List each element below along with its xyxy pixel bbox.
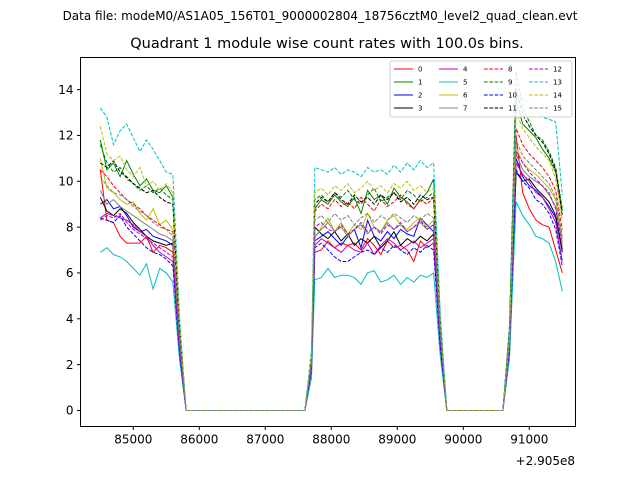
y-axis: 0 2 4 6 8 10 12 14 <box>58 83 81 418</box>
y-tick-label: 0 <box>66 404 74 418</box>
legend-label-2: 2 <box>418 92 422 100</box>
legend-label-6: 6 <box>463 92 468 100</box>
x-tick-label: 90000 <box>444 433 482 447</box>
legend-label-13: 13 <box>553 79 562 87</box>
plot-area <box>80 57 576 427</box>
legend-label-0: 0 <box>418 66 422 74</box>
series-15-line <box>99 139 563 411</box>
legend-label-11: 11 <box>508 105 517 113</box>
x-axis-offset-label: +2.905e8 <box>516 454 575 468</box>
legend-box <box>389 60 573 118</box>
x-tick-label: 88000 <box>312 433 350 447</box>
legend-label-14: 14 <box>553 92 562 100</box>
legend-label-1: 1 <box>418 79 422 87</box>
x-tick-label: 86000 <box>180 433 218 447</box>
legend-label-5: 5 <box>463 79 467 87</box>
chart-title: Quadrant 1 module wise count rates with … <box>130 36 524 52</box>
y-tick-label: 12 <box>58 129 73 143</box>
x-axis: 85000 86000 87000 88000 89000 90000 91000 <box>114 426 548 447</box>
y-tick-label: 6 <box>66 266 74 280</box>
plot-frame <box>80 57 576 427</box>
y-tick-label: 10 <box>58 174 73 188</box>
legend-label-7: 7 <box>463 105 467 113</box>
legend-label-12: 12 <box>553 66 562 74</box>
x-tick-label: 85000 <box>114 433 152 447</box>
y-tick-label: 8 <box>66 220 74 234</box>
x-tick-label: 91000 <box>510 433 548 447</box>
series-11-line <box>100 89 563 411</box>
y-tick-label: 14 <box>58 83 73 97</box>
legend-label-9: 9 <box>508 79 512 87</box>
series-5-line <box>100 201 563 411</box>
data-file-title: Data file: modeM0/AS1A05_156T01_90000028… <box>63 9 578 23</box>
y-tick-label: 4 <box>66 312 74 326</box>
x-tick-label: 89000 <box>378 433 416 447</box>
y-tick-label: 2 <box>66 358 74 372</box>
series-12-line <box>100 149 563 411</box>
x-tick-label: 87000 <box>246 433 284 447</box>
legend-label-10: 10 <box>508 92 517 100</box>
series-13-line <box>99 93 563 411</box>
legend-label-4: 4 <box>463 66 468 74</box>
legend-label-8: 8 <box>508 66 512 74</box>
legend-label-15: 15 <box>553 105 562 113</box>
series-layer <box>99 71 563 411</box>
legend-label-3: 3 <box>418 105 422 113</box>
